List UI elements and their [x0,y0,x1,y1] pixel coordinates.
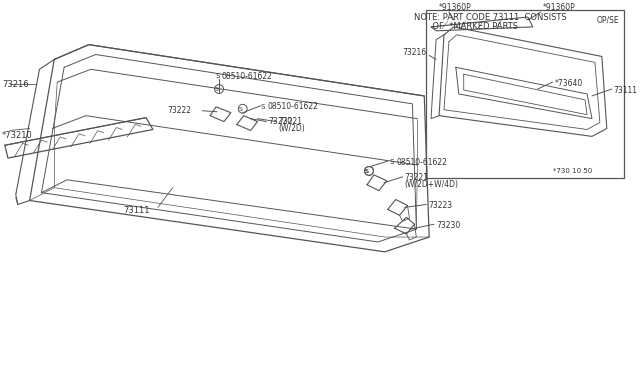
Text: 08510-61622: 08510-61622 [268,102,318,111]
Text: S: S [215,73,220,79]
Text: S: S [365,169,369,174]
Text: 73111: 73111 [614,86,637,94]
Text: S: S [365,169,369,174]
Text: NOTE: PART CODE 73111  CONSISTS: NOTE: PART CODE 73111 CONSISTS [414,13,567,22]
Bar [426,10,623,178]
Text: 73216: 73216 [402,48,426,57]
Text: 73111: 73111 [124,206,150,215]
Text: S: S [390,159,394,165]
Text: OF  *MARKED PARTS: OF *MARKED PARTS [414,22,518,31]
Text: 73221: 73221 [404,173,429,182]
Text: *91360P: *91360P [439,3,472,12]
Text: 73222: 73222 [168,106,192,115]
Text: S: S [260,104,265,110]
Text: 73220: 73220 [268,117,292,126]
Text: *730 10 50: *730 10 50 [552,168,592,174]
Text: 08510-61622: 08510-61622 [222,72,273,81]
Text: (W/2D+W/4D): (W/2D+W/4D) [404,180,458,189]
Text: 73223: 73223 [428,201,452,210]
Text: *73210: *73210 [2,131,33,140]
Text: 73221: 73221 [278,117,302,126]
Text: 73216: 73216 [2,80,29,89]
Text: S: S [238,107,242,112]
Text: (W/2D): (W/2D) [278,124,305,133]
Text: S: S [214,87,218,92]
Text: 73230: 73230 [436,221,460,230]
Text: 08510-61622: 08510-61622 [397,158,447,167]
Text: *91360P: *91360P [543,3,575,12]
Text: *73640: *73640 [554,78,583,88]
Text: OP/SE: OP/SE [597,15,620,24]
